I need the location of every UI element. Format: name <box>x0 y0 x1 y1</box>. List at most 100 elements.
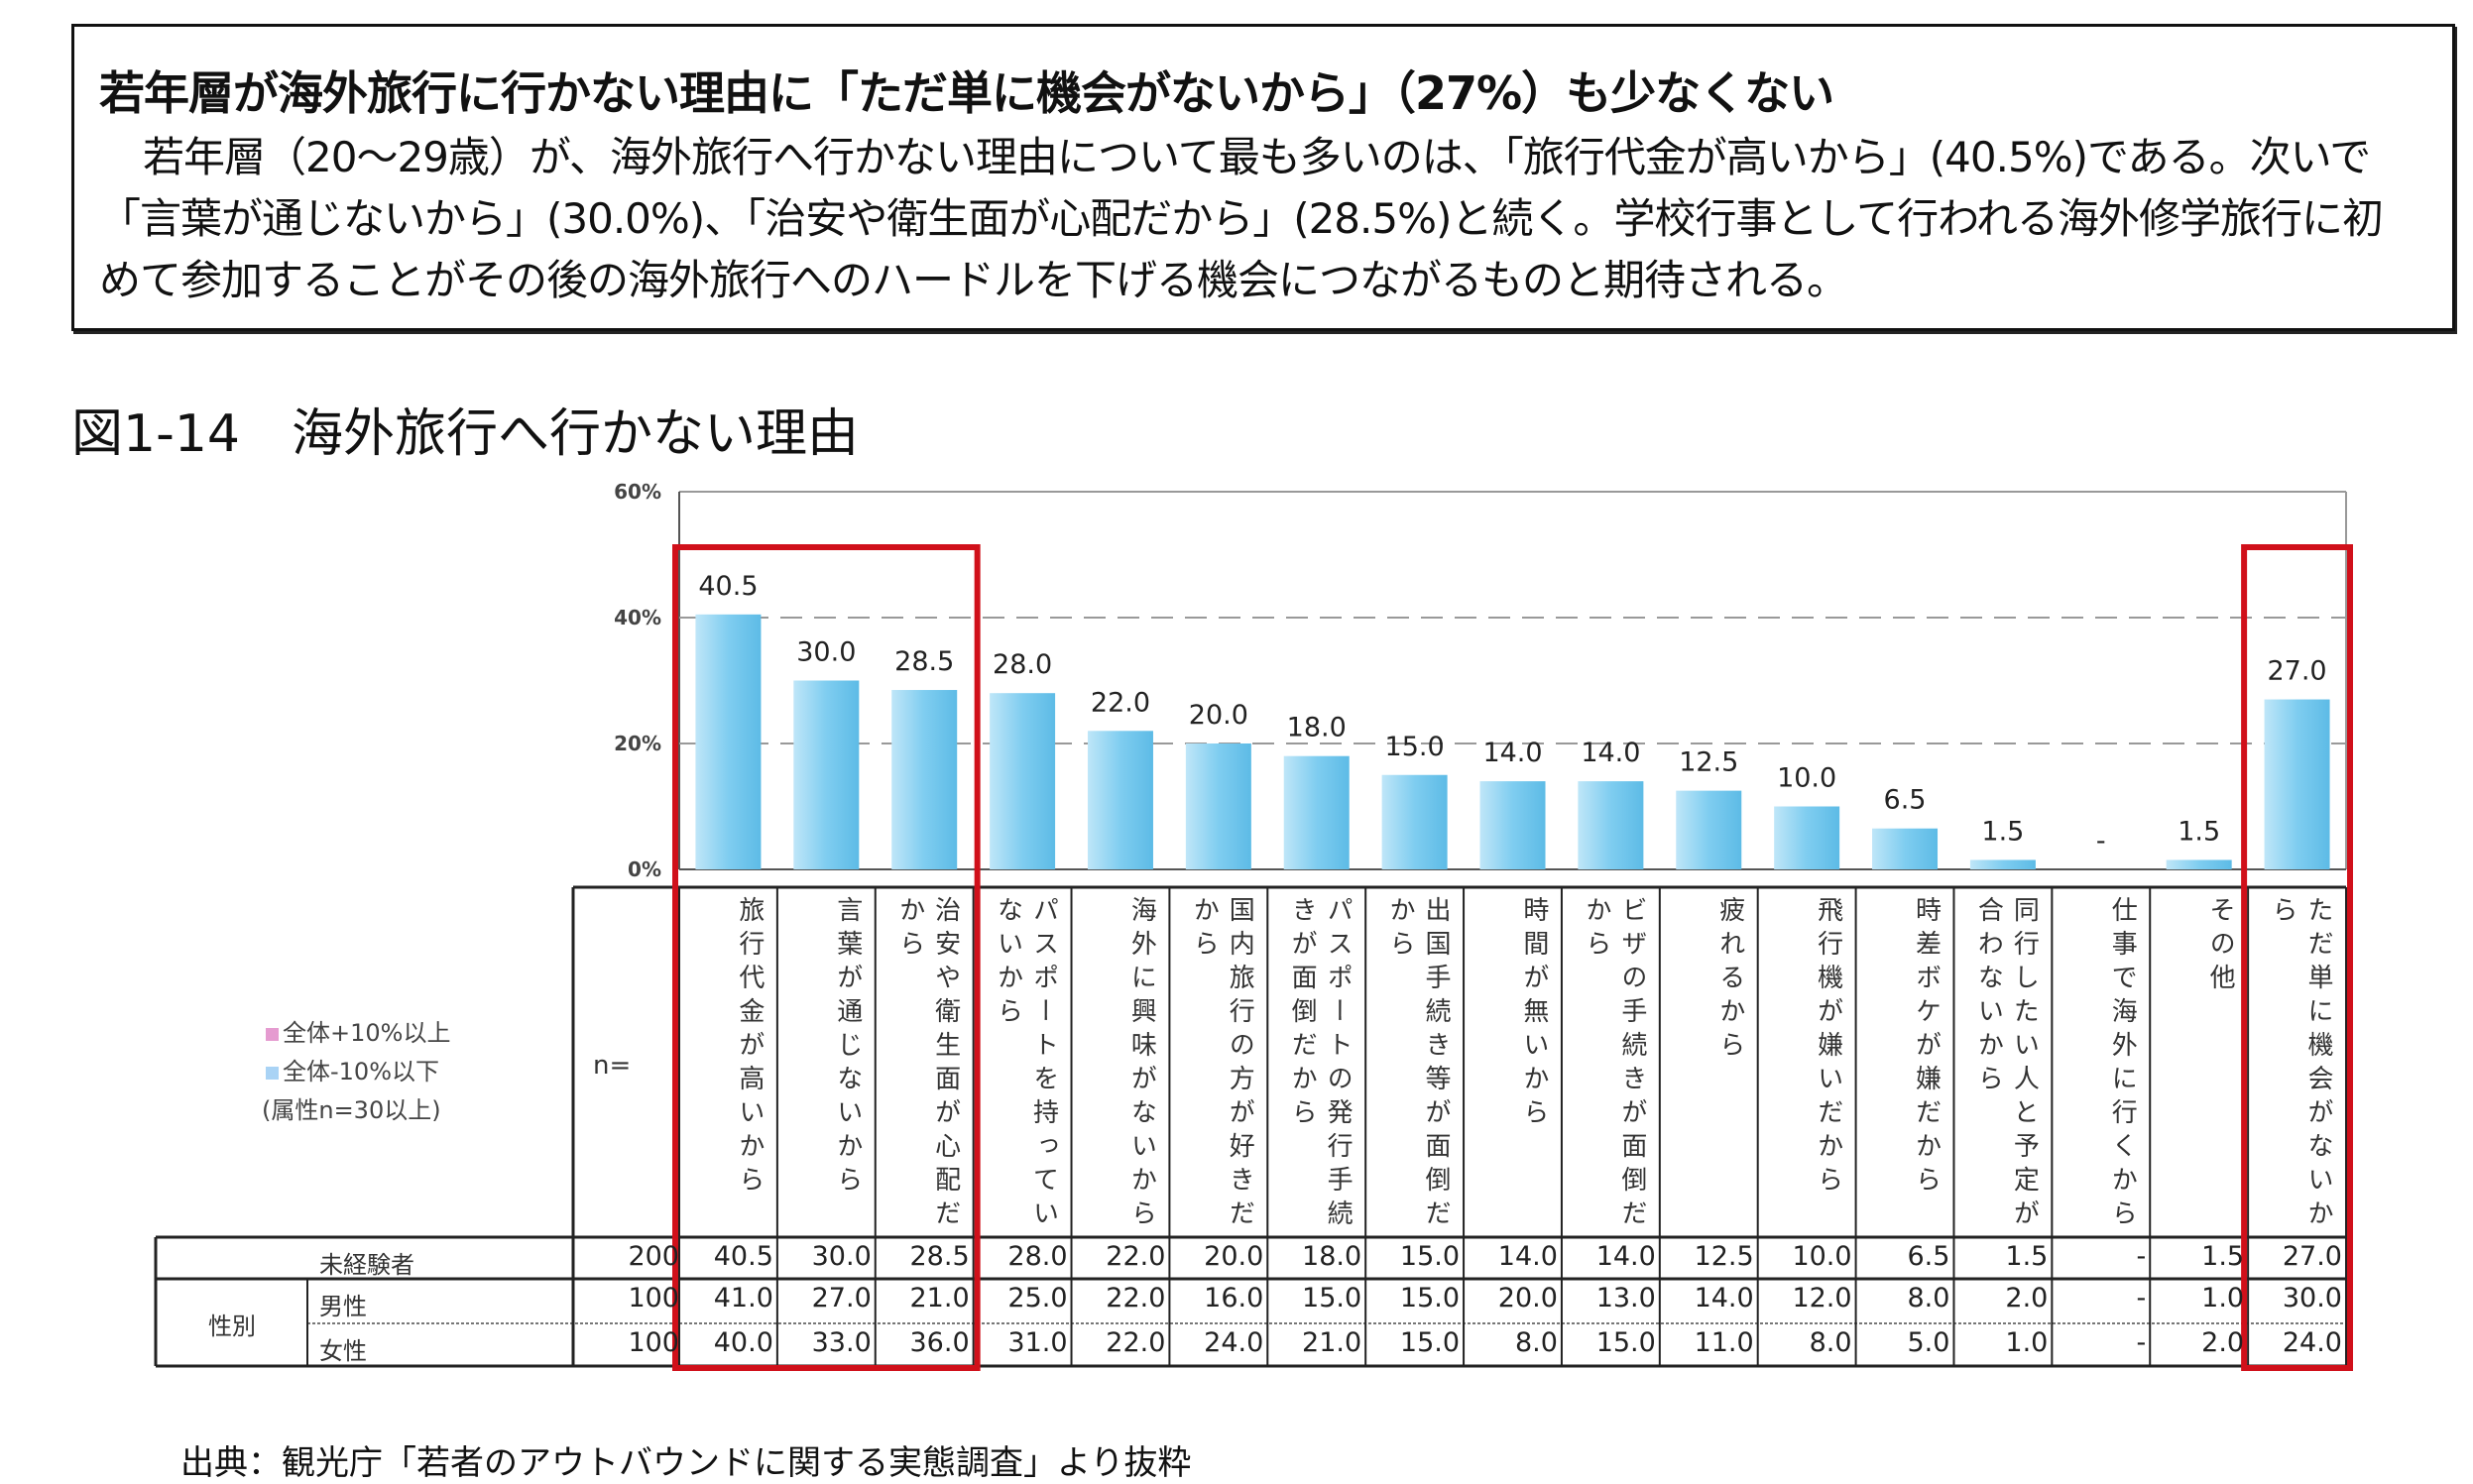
bar-value-label: 30.0 <box>796 637 856 668</box>
table-cell: 41.0 <box>713 1283 773 1313</box>
table-cell: - <box>2136 1327 2147 1358</box>
table-cell: 30.0 <box>811 1241 872 1272</box>
table-cell: 36.0 <box>909 1327 970 1358</box>
legend-swatch-blue <box>266 1067 279 1080</box>
table-cell: 28.5 <box>909 1241 970 1272</box>
table-cell: 16.0 <box>1204 1283 1264 1313</box>
table-cell: 12.0 <box>1792 1283 1852 1313</box>
bar <box>1969 859 2036 869</box>
row-label: 男性 <box>319 1293 367 1320</box>
bar-value-label: 28.0 <box>993 649 1052 680</box>
legend-item-minus: 全体-10%以下 <box>266 1052 450 1086</box>
table-cell: 10.0 <box>1792 1241 1852 1272</box>
table-cell: 13.0 <box>1595 1283 1656 1313</box>
table-cell: 31.0 <box>1007 1327 1068 1358</box>
table-cell: 18.0 <box>1302 1241 1362 1272</box>
table-cell: 20.0 <box>1204 1241 1264 1272</box>
row-label: 女性 <box>319 1337 367 1365</box>
table-cell: 20.0 <box>1497 1283 1558 1313</box>
y-tick-label: 40% <box>614 606 661 629</box>
bar-value-label: 27.0 <box>2267 656 2326 687</box>
summary-box <box>71 24 2455 331</box>
category-label: 国内旅行の方が好きだから <box>1189 896 1255 1233</box>
table-cell: 2.0 <box>2005 1283 2049 1313</box>
category-label: 仕事で海外に行くから <box>2107 896 2138 1233</box>
bar <box>1087 731 1153 869</box>
bar-value-label: 12.5 <box>1679 747 1738 778</box>
bar <box>1774 806 1840 869</box>
bar-value-label: 6.5 <box>1884 785 1927 816</box>
table-cell: 27.0 <box>811 1283 872 1313</box>
category-label: 旅行代金が高いから <box>734 896 765 1199</box>
bar <box>1676 790 1742 869</box>
bar-value-label: 20.0 <box>1189 700 1248 731</box>
bar <box>1872 828 1939 869</box>
bar <box>1381 774 1448 869</box>
bar <box>695 614 762 869</box>
table-cell: 27.0 <box>2282 1241 2342 1272</box>
bar <box>1283 755 1350 869</box>
category-label: パスポートを持っていないから <box>993 896 1059 1233</box>
table-cell: 8.0 <box>1809 1327 1852 1358</box>
table-cell: 15.0 <box>1302 1283 1362 1313</box>
bar-value-label: 40.5 <box>698 571 758 602</box>
bar <box>891 690 958 869</box>
bar-value-label: - <box>2096 826 2106 856</box>
y-tick-label: 20% <box>614 732 661 755</box>
summary-body: 若年層（20～29歳）が、海外旅行へ行かない理由について最も多いのは、「旅行代金… <box>99 127 2419 311</box>
legend-item-plus: 全体+10%以上 <box>266 1013 450 1048</box>
table-cell: 15.0 <box>1399 1283 1461 1313</box>
category-label: パスポートの発行手続きが面倒だから <box>1287 896 1354 1233</box>
table-cell: 30.0 <box>2282 1283 2342 1313</box>
table-cell: 12.5 <box>1694 1241 1754 1272</box>
table-cell: 24.0 <box>2282 1327 2342 1358</box>
table-cell: 28.0 <box>1007 1241 1068 1272</box>
table-cell: 1.5 <box>2005 1241 2049 1272</box>
table-cell: 22.0 <box>1106 1327 1166 1358</box>
table-cell: 5.0 <box>1907 1327 1950 1358</box>
bar <box>793 680 860 869</box>
table-cell: 33.0 <box>811 1327 872 1358</box>
table-cell: 24.0 <box>1204 1327 1264 1358</box>
table-cell: 14.0 <box>1694 1283 1754 1313</box>
category-label: 出国手続き等が面倒だから <box>1385 896 1452 1233</box>
category-label: ただ単に機会がないから <box>2267 896 2333 1233</box>
row-n: 100 <box>628 1283 679 1313</box>
table-cell: 14.0 <box>1595 1241 1656 1272</box>
row-label: 未経験者 <box>319 1251 414 1279</box>
bar-value-label: 28.5 <box>894 646 954 677</box>
table-cell: 22.0 <box>1106 1283 1166 1313</box>
bar <box>2264 699 2330 869</box>
bar-value-label: 14.0 <box>1581 738 1640 768</box>
table-cell: 14.0 <box>1497 1241 1558 1272</box>
table-cell: 25.0 <box>1007 1283 1068 1313</box>
row-n: 200 <box>628 1241 679 1272</box>
table-cell: 1.0 <box>2201 1283 2245 1313</box>
category-label: その他 <box>2205 896 2236 997</box>
table-cell: 40.5 <box>713 1241 773 1272</box>
headline: 若年層が海外旅行に行かない理由に「ただ単に機会がないから」（27%）も少なくない <box>99 66 1834 120</box>
bar-value-label: 1.5 <box>1981 816 2024 847</box>
table-cell: 21.0 <box>909 1283 970 1313</box>
category-label: 海外に興味がないから <box>1126 896 1157 1233</box>
table-cell: 8.0 <box>1514 1327 1558 1358</box>
summary-body-text: 若年層（20～29歳）が、海外旅行へ行かない理由について最も多いのは、「旅行代金… <box>99 133 2384 304</box>
category-label: 疲れるから <box>1714 896 1745 1065</box>
table-cell: 11.0 <box>1694 1327 1754 1358</box>
category-label: 同行したい人と予定が合わないから <box>1973 896 2040 1233</box>
n-header: n= <box>593 1051 632 1081</box>
highlight-box <box>2241 544 2354 1371</box>
highlight-box <box>672 544 981 1371</box>
table-cell: 40.0 <box>713 1327 773 1358</box>
source-citation: 出典：観光庁「若者のアウトバウンドに関する実態調査」より抜粋 <box>180 1443 1192 1483</box>
bar-value-label: 22.0 <box>1091 687 1150 718</box>
category-label: 治安や衛生面が心配だから <box>894 896 961 1233</box>
category-label: 飛行機が嫌いだから <box>1813 896 1843 1199</box>
row-n: 100 <box>628 1327 679 1358</box>
table-cell: 15.0 <box>1399 1327 1461 1358</box>
figure-title: 図1-14 海外旅行へ行かない理由 <box>71 404 860 464</box>
category-label: 言葉が通じないから <box>832 896 863 1199</box>
bar <box>1185 743 1251 869</box>
category-label: 時間が無いから <box>1518 896 1549 1132</box>
table-cell: 1.5 <box>2201 1241 2245 1272</box>
